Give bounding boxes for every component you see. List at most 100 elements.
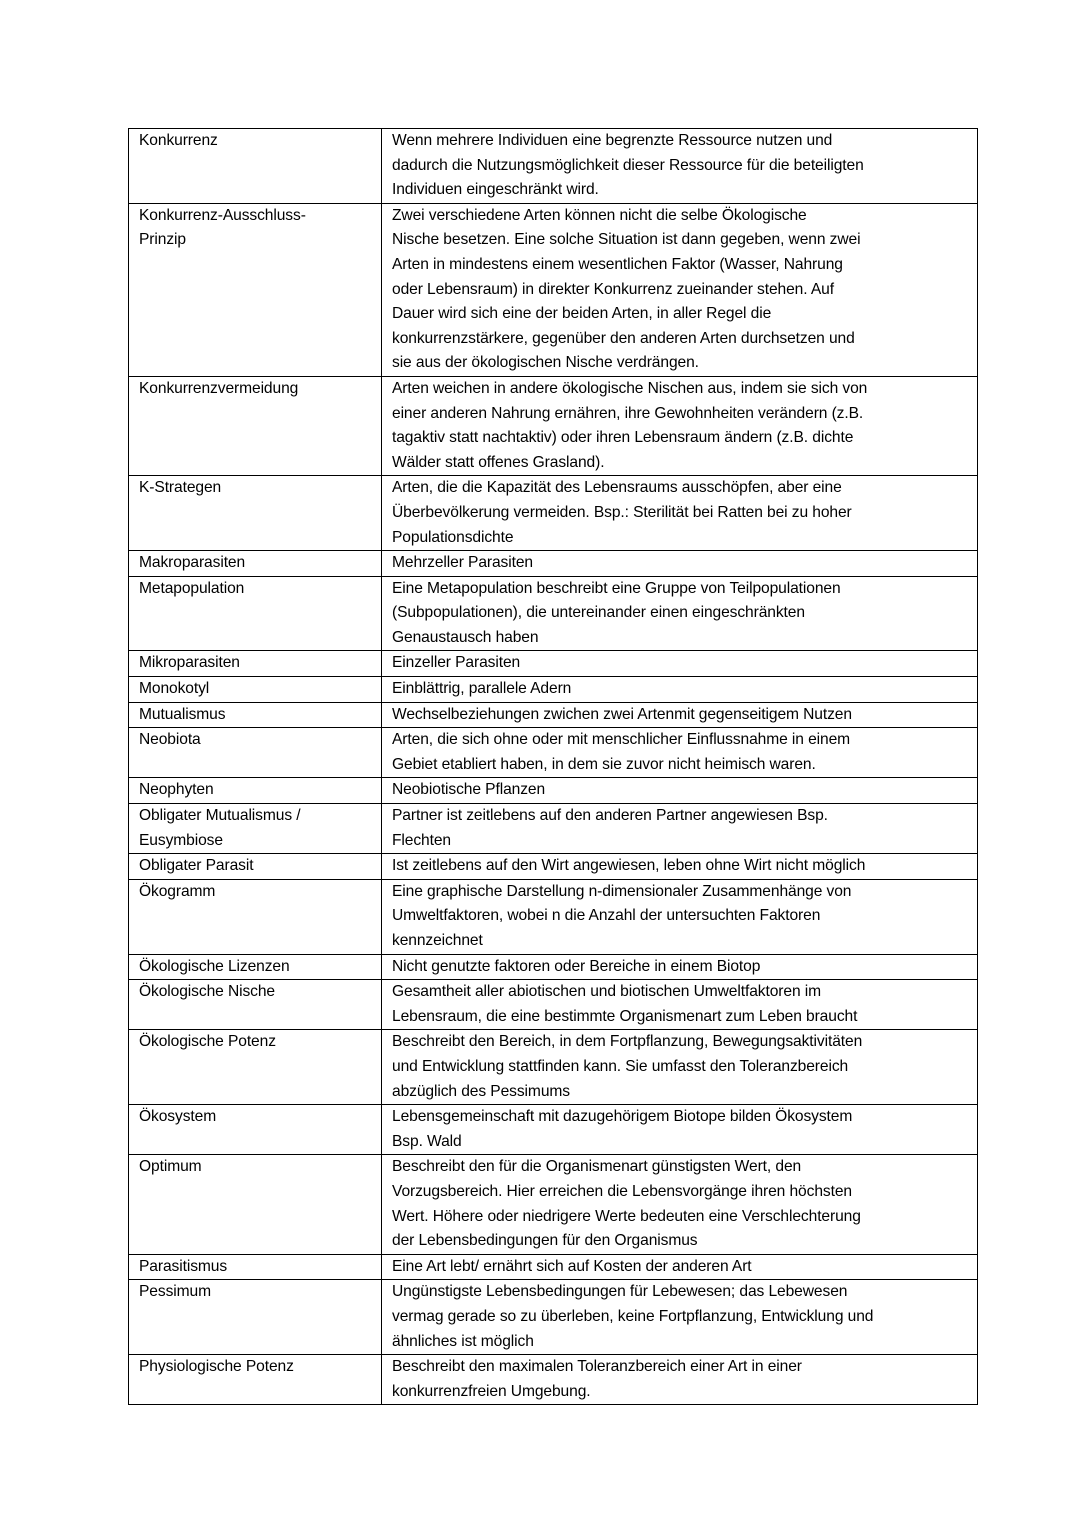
term-line: Makroparasiten [139,554,246,572]
term-line: Parasitismus [139,1257,228,1275]
term-line: Mutualismus [139,705,226,723]
definition-line: (Subpopulationen), die untereinander ein… [392,604,805,622]
definition-line: Gesamtheit aller abiotischen und biotisc… [392,983,822,1001]
definition-line: Wenn mehrere Individuen eine begrenzte R… [392,132,833,149]
term-line: Physiologische Potenz [139,1358,294,1376]
definition-cell: Lebensgemeinschaft mit dazugehörigem Bio… [381,1104,978,1156]
table-row: Ökologische Lizenzen Nicht genutzte fakto… [128,953,978,981]
table-row: Mutualismus Wechselbeziehungen zwichen zw… [128,701,978,729]
definition-line: Eine graphische Darstellung n-dimensiona… [392,882,852,900]
term-cell: Ökologische Lizenzen [128,953,382,981]
definition-cell: Partner ist zeitlebens auf den anderen P… [381,803,978,855]
definition-cell: Eine Metapopulation beschreibt eine Grup… [381,575,978,652]
definition-line: kennzeichnet [392,932,483,949]
definition-line: vermag gerade so zu überleben, keine For… [392,1307,874,1325]
definition-line: Arten weichen in andere ökologische Nisc… [392,379,868,397]
term-cell: Monokotyl [128,676,382,703]
definition-line: Arten, die die Kapazität des Lebensraums… [392,479,842,497]
term-line: Optimum [139,1158,202,1176]
term-line: Ökosystem [139,1108,217,1126]
definition-line: Zwei verschiedene Arten können nicht die… [392,206,807,224]
term-cell: Parasitismus [128,1253,382,1281]
definition-line: Arten, die sich ohne oder mit menschlich… [392,731,851,749]
term-cell: Obligater Mutualismus / Eusymbiose [128,803,382,855]
definition-line: Nicht genutzte faktoren oder Bereiche in… [392,957,761,975]
definition-line: Ungünstigste Lebensbedingungen für Lebew… [392,1283,848,1301]
definition-line: Arten in mindestens einem wesentlichen F… [392,255,843,273]
definition-line: Eine Metapopulation beschreibt eine Grup… [392,579,841,597]
definition-line: Wechselbeziehungen zwichen zwei Artenmit… [392,705,852,723]
table-row: Parasitismus Eine Art lebt/ ernährt sich … [128,1253,978,1281]
term-line: Eusymbiose [139,831,223,849]
definition-line: der Lebensbedingungen für den Organismus [392,1232,698,1250]
definition-cell: Einzeller Parasiten [381,650,978,678]
definition-line: Lebensraum, die eine bestimmte Organisme… [392,1007,858,1025]
definition-line: Wert. Höhere oder niedrigere Werte bedeu… [392,1207,861,1225]
table-row: Ökogramm Eine graphische Darstellung n-di… [128,878,978,955]
term-cell: Ökologische Potenz [128,1029,382,1106]
term-line: Monokotyl [139,680,210,698]
definition-cell: Gesamtheit aller abiotischen und biotisc… [381,979,978,1031]
term-line: Prinzip [139,231,186,249]
table-row: Ökosystem Lebensgemeinschaft mit dazugehö… [128,1104,978,1156]
table-row: K-Strategen Arten, die die Kapazität des … [128,475,978,552]
definition-line: Beschreibt den für die Organismenart gün… [392,1158,802,1176]
term-line: Konkurrenz [139,132,218,149]
definition-line: und Entwicklung stattfinden kann. Sie um… [392,1057,849,1075]
definition-cell: Eine graphische Darstellung n-dimensiona… [381,878,978,955]
term-line: Ökologische Potenz [139,1033,276,1051]
term-cell: Konkurrenz-Ausschluss- Prinzip [128,202,382,377]
table-row: Monokotyl Einblättrig, parallele Adern [128,676,978,703]
table-row: Makroparasiten Mehrzeller Parasiten [128,550,978,577]
definition-line: Mehrzeller Parasiten [392,554,534,572]
table-row: Metapopulation Eine Metapopulation beschr… [128,575,978,652]
table-row: Konkurrenzvermeidung Arten weichen in and… [128,375,978,477]
term-cell: Konkurrenzvermeidung [128,375,382,477]
definition-line: konkurrenzfreien Umgebung. [392,1382,591,1400]
term-cell: Konkurrenz [128,128,382,204]
term-line: K-Strategen [139,479,222,497]
table-row: Ökologische Nische Gesamtheit aller abiot… [128,979,978,1031]
definition-line: Partner ist zeitlebens auf den anderen P… [392,807,828,825]
definition-cell: Beschreibt den für die Organismenart gün… [381,1154,978,1255]
definition-line: sie aus der ökologischen Nische verdräng… [392,354,699,372]
definition-cell: Wenn mehrere Individuen eine begrenzte R… [381,128,978,204]
term-line: Ökologische Nische [139,983,276,1001]
term-cell: Pessimum [128,1279,382,1356]
table-row: Neophyten Neobiotische Pflanzen [128,777,978,805]
term-cell: Ökologische Nische [128,979,382,1031]
definition-cell: Neobiotische Pflanzen [381,777,978,805]
definition-cell: Beschreibt den Bereich, in dem Fortpflan… [381,1029,978,1106]
definition-line: Gebiet etabliert haben, in dem sie zuvor… [392,755,816,773]
term-cell: Mikroparasiten [128,650,382,678]
term-line: Ökologische Lizenzen [139,957,290,975]
term-cell: Neobiota [128,727,382,779]
definition-cell: Beschreibt den maximalen Toleranzbereich… [381,1354,978,1406]
definition-line: Nische besetzen. Eine solche Situation i… [392,231,861,249]
definition-cell: Arten weichen in andere ökologische Nisc… [381,375,978,477]
definition-line: Flechten [392,831,452,849]
glossary-body: Konkurrenz Wenn mehrere Individuen eine b… [128,128,978,1406]
definition-cell: Nicht genutzte faktoren oder Bereiche in… [381,953,978,981]
definition-line: Umweltfaktoren, wobei n die Anzahl der u… [392,907,821,925]
definition-line: Individuen eingeschränkt wird. [392,181,599,199]
definition-line: dadurch die Nutzungsmöglichkeit dieser R… [392,156,864,174]
definition-line: ähnliches ist möglich [392,1332,534,1350]
term-cell: Metapopulation [128,575,382,652]
definition-line: tagaktiv statt nachtaktiv) oder ihren Le… [392,429,854,447]
term-cell: Physiologische Potenz [128,1354,382,1406]
term-cell: Neophyten [128,777,382,805]
term-line: Ökogramm [139,882,216,900]
term-cell: Obligater Parasit [128,853,382,880]
definition-cell: Ungünstigste Lebensbedingungen für Lebew… [381,1279,978,1356]
definition-line: Wälder statt offenes Grasland). [392,453,605,471]
term-line: Mikroparasiten [139,654,240,672]
definition-line: einer anderen Nahrung ernähren, ihre Gew… [392,404,864,422]
definition-cell: Arten, die sich ohne oder mit menschlich… [381,727,978,779]
definition-line: Eine Art lebt/ ernährt sich auf Kosten d… [392,1257,752,1275]
term-line: Pessimum [139,1283,211,1301]
term-cell: K-Strategen [128,475,382,552]
table-row: Konkurrenz-Ausschluss- Prinzip Zwei versch… [128,202,978,377]
term-line: Obligater Parasit [139,857,254,875]
term-cell: Ökogramm [128,878,382,955]
